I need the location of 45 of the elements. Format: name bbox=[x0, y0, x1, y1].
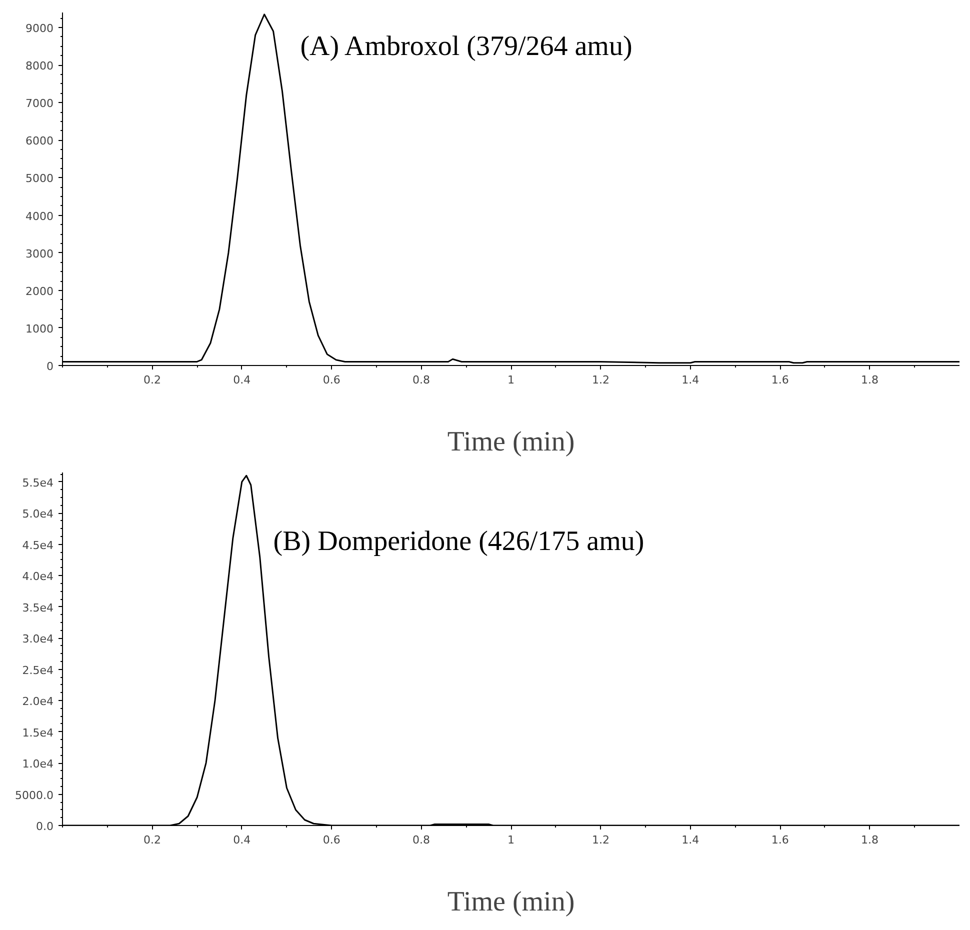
y-tick-label: 6000 bbox=[26, 134, 54, 148]
x-tick-label: 1.8 bbox=[861, 834, 879, 846]
y-tick-label: 1.5e4 bbox=[22, 726, 54, 740]
x-axis-title: Time (min) bbox=[447, 886, 575, 918]
y-tick-label: 0 bbox=[46, 360, 54, 373]
y-tick-label: 0.0 bbox=[36, 820, 54, 833]
y-tick-label: 3.0e4 bbox=[22, 632, 54, 646]
y-tick-label: 9000 bbox=[26, 22, 54, 36]
x-tick-label: 1.4 bbox=[682, 834, 700, 846]
line-series bbox=[62, 14, 960, 364]
y-tick-label: 3.5e4 bbox=[22, 601, 54, 614]
y-tick-label: 4000 bbox=[26, 210, 54, 223]
x-tick-label: 1.4 bbox=[682, 374, 700, 386]
x-tick-label: 0.8 bbox=[412, 834, 430, 846]
y-tick-label: 5.5e4 bbox=[22, 476, 54, 490]
x-tick-label: 1.8 bbox=[861, 374, 879, 386]
y-tick-label: 5000 bbox=[26, 172, 54, 186]
x-tick-label: 0.6 bbox=[322, 374, 340, 386]
y-tick-label: 2.0e4 bbox=[22, 695, 54, 708]
x-tick-label: 1 bbox=[508, 834, 514, 846]
y-tick-label: 2000 bbox=[26, 284, 54, 298]
y-tick-label: 3000 bbox=[26, 247, 54, 260]
x-tick-label: 0.4 bbox=[233, 834, 251, 846]
x-axis-title: Time (min) bbox=[447, 426, 575, 458]
y-tick-label: 1.0e4 bbox=[22, 758, 54, 771]
x-tick-label: 0.2 bbox=[143, 374, 161, 386]
y-tick-label: 7000 bbox=[26, 97, 54, 110]
x-tick-label: 1.6 bbox=[771, 374, 789, 386]
series-label: (A) Ambroxol (379/264 amu) bbox=[300, 30, 632, 62]
x-tick-label: 0.6 bbox=[322, 834, 340, 846]
x-tick-label: 0.4 bbox=[233, 374, 251, 386]
y-tick-label: 1000 bbox=[26, 322, 54, 336]
x-tick-label: 0.2 bbox=[143, 834, 161, 846]
x-tick-label: 1.2 bbox=[592, 834, 610, 846]
x-tick-label: 1.6 bbox=[771, 834, 789, 846]
y-tick-label: 8000 bbox=[26, 60, 54, 73]
x-tick-label: 1 bbox=[508, 374, 514, 386]
y-tick-label: 4.5e4 bbox=[22, 538, 54, 552]
y-tick-label: 5.0e4 bbox=[22, 508, 54, 521]
x-tick-label: 0.8 bbox=[412, 374, 430, 386]
series-label: (B) Domperidone (426/175 amu) bbox=[273, 526, 644, 558]
y-tick-label: 4.0e4 bbox=[22, 570, 54, 584]
y-tick-label: 2.5e4 bbox=[22, 664, 54, 677]
x-tick-label: 1.2 bbox=[592, 374, 610, 386]
y-tick-label: 5000.0 bbox=[15, 788, 54, 802]
